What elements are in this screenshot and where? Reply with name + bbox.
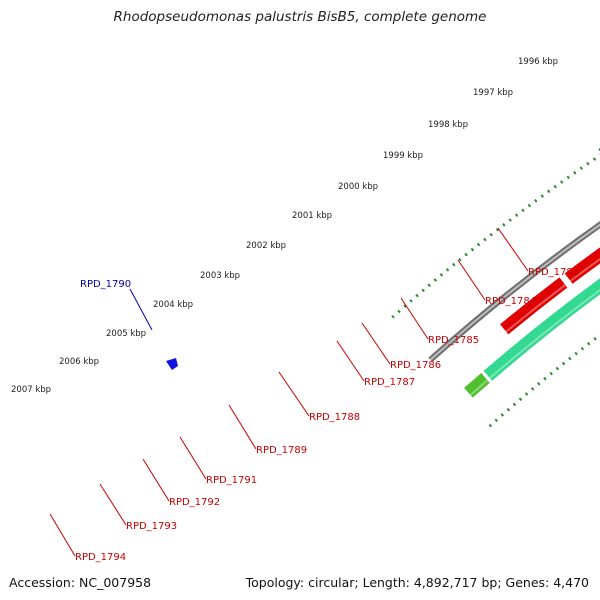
gene-leader-line	[49, 513, 76, 557]
gene-feature-shine	[505, 284, 566, 333]
gene-label[interactable]: RPD_1783	[528, 267, 579, 278]
rpd-1790-marker[interactable]	[166, 358, 178, 370]
gene-leader-line	[497, 227, 529, 272]
scale-label: 1999 kbp	[383, 151, 423, 161]
gene-label[interactable]: RPD_1790	[80, 279, 131, 290]
gene-label[interactable]: RPD_1788	[309, 412, 360, 423]
gene-leader-line	[278, 371, 310, 417]
gene-leader-line	[179, 436, 207, 480]
genome-summary: Topology: circular; Length: 4,892,717 bp…	[245, 575, 589, 590]
gene-label[interactable]: RPD_1787	[364, 377, 415, 388]
scale-label: 2002 kbp	[246, 241, 286, 251]
genome-title: Rhodopseudomonas palustris BisB5, comple…	[113, 9, 487, 25]
scale-label: 1996 kbp	[518, 57, 558, 67]
gene-label[interactable]: RPD_1794	[75, 552, 126, 563]
gene-label[interactable]: RPD_1791	[206, 475, 257, 486]
inner-scale-ring	[488, 333, 600, 428]
gene-label[interactable]: RPD_1792	[169, 497, 220, 508]
gene-label[interactable]: RPD_1786	[390, 360, 441, 371]
gene-label[interactable]: RPD_1789	[256, 445, 307, 456]
scale-label: 2007 kbp	[11, 385, 51, 395]
gene-leader-line	[129, 288, 153, 331]
gene-leader-line	[361, 322, 391, 365]
gene-label[interactable]: RPD_1793	[126, 521, 177, 532]
scale-label: 2004 kbp	[153, 300, 193, 310]
gene-leader-line	[99, 483, 127, 526]
gene-feature-shine	[489, 288, 600, 379]
gene-label[interactable]: RPD_1785	[428, 335, 479, 346]
scale-label: 1997 kbp	[473, 88, 513, 98]
gene-leader-line	[228, 404, 257, 450]
gene-feature-shine	[569, 257, 600, 282]
gene-feature[interactable]	[500, 277, 568, 335]
gene-leader-line	[457, 259, 486, 301]
scale-label: 2005 kbp	[106, 329, 146, 339]
gene-leader-line	[400, 297, 429, 340]
gene-leader-line	[142, 458, 170, 502]
scale-label: 2006 kbp	[59, 357, 99, 367]
gene-leader-line	[336, 340, 365, 382]
gene-feature[interactable]	[483, 259, 600, 381]
scale-label: 1998 kbp	[428, 120, 468, 130]
gene-feature[interactable]	[564, 233, 600, 284]
gene-feature-shine	[469, 379, 489, 396]
scale-label: 2001 kbp	[292, 211, 332, 221]
gene-label[interactable]: RPD_1784	[485, 296, 536, 307]
accession-label: Accession: NC_007958	[9, 575, 152, 590]
scale-label: 2003 kbp	[200, 271, 240, 281]
gene-feature[interactable]	[464, 372, 490, 398]
scale-label: 2000 kbp	[338, 182, 378, 192]
